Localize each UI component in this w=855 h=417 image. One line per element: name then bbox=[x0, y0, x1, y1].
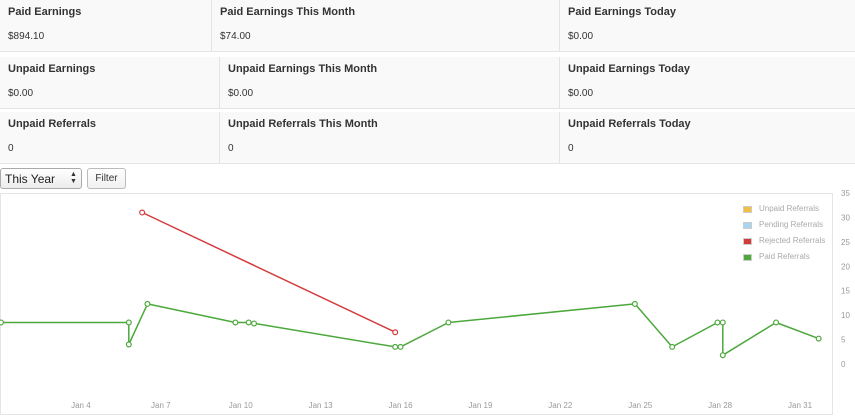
stat-label: Unpaid Earnings Today bbox=[568, 63, 691, 75]
x-tick-label: Jan 22 bbox=[548, 401, 573, 410]
y-tick-label: 35 bbox=[841, 189, 850, 198]
data-point bbox=[232, 319, 239, 326]
stats-cell: Unpaid Referrals 0 bbox=[0, 112, 211, 163]
data-point bbox=[397, 343, 404, 350]
legend-swatch bbox=[743, 222, 752, 229]
data-point bbox=[714, 319, 721, 326]
y-tick-label: 25 bbox=[841, 238, 850, 247]
y-tick-label: 5 bbox=[841, 336, 846, 345]
series-line bbox=[141, 211, 396, 333]
stat-label: Unpaid Referrals This Month bbox=[228, 118, 378, 130]
data-point bbox=[631, 300, 638, 307]
data-point bbox=[0, 319, 4, 326]
y-tick-label: 15 bbox=[841, 287, 850, 296]
stat-value: $894.10 bbox=[8, 31, 45, 42]
legend-label: Paid Referrals bbox=[759, 252, 810, 261]
stat-value: 0 bbox=[8, 143, 14, 154]
filter-button[interactable]: Filter bbox=[87, 168, 126, 189]
x-tick-label: Jan 28 bbox=[708, 401, 733, 410]
y-tick-label: 30 bbox=[841, 213, 850, 222]
x-tick-label: Jan 31 bbox=[788, 401, 813, 410]
legend-label: Rejected Referrals bbox=[759, 236, 826, 245]
series-line bbox=[1, 303, 819, 356]
stats-cell: Unpaid Referrals This Month 0 bbox=[219, 112, 559, 163]
data-point bbox=[125, 319, 132, 326]
referrals-chart: 0 5 10 15 20 25 30 35 Jan 4 Jan 7 Jan 10 Jan 13 Jan … bbox=[0, 189, 855, 417]
y-tick-label: 10 bbox=[841, 311, 850, 320]
legend-label: Unpaid Referrals bbox=[759, 204, 820, 213]
data-point bbox=[669, 343, 676, 350]
stat-value: $0.00 bbox=[228, 88, 254, 99]
stat-label: Paid Earnings bbox=[8, 6, 82, 18]
stat-value: 0 bbox=[228, 143, 234, 154]
stats-row: Unpaid Referrals 0 Unpaid Referrals This M… bbox=[0, 112, 855, 164]
legend-swatch bbox=[743, 238, 752, 245]
stats-cell: Unpaid Earnings This Month $0.00 bbox=[219, 57, 559, 108]
legend-swatch bbox=[743, 254, 752, 261]
data-point bbox=[144, 300, 151, 307]
stats-cell: Unpaid Earnings Today $0.00 bbox=[559, 57, 855, 108]
chart-plot-area bbox=[0, 193, 833, 415]
stats-cell: Unpaid Earnings $0.00 bbox=[0, 57, 211, 108]
stat-value: $0.00 bbox=[568, 88, 594, 99]
data-point bbox=[815, 335, 822, 342]
data-point bbox=[139, 209, 146, 216]
chart-svg: 0 5 10 15 20 25 30 35 Jan 4 Jan 7 Jan 10 Jan 13 Jan … bbox=[0, 189, 850, 410]
stats-row: Paid Earnings $894.10 Paid Earnings This M… bbox=[0, 0, 855, 52]
x-tick-label: Jan 25 bbox=[628, 401, 653, 410]
x-tick-label: Jan 13 bbox=[309, 401, 334, 410]
stat-label: Unpaid Earnings This Month bbox=[228, 63, 378, 75]
x-tick-label: Jan 10 bbox=[229, 401, 254, 410]
select-arrows-icon: ▲ ▼ bbox=[70, 171, 77, 185]
stat-label: Paid Earnings Today bbox=[568, 6, 676, 18]
stat-label: Paid Earnings This Month bbox=[220, 6, 356, 18]
y-tick-label: 0 bbox=[841, 360, 846, 369]
x-tick-label: Jan 7 bbox=[151, 401, 171, 410]
legend-label: Pending Referrals bbox=[759, 220, 824, 229]
data-point bbox=[392, 343, 399, 350]
x-tick-label: Jan 4 bbox=[71, 401, 91, 410]
data-point bbox=[125, 341, 132, 348]
legend-swatch bbox=[743, 206, 752, 213]
stats-cell: Paid Earnings $894.10 bbox=[0, 0, 211, 51]
stat-value: 0 bbox=[568, 143, 574, 154]
data-point bbox=[773, 319, 780, 326]
stat-label: Unpaid Referrals bbox=[8, 118, 97, 130]
stat-value: $0.00 bbox=[568, 31, 594, 42]
stat-value: $74.00 bbox=[220, 31, 251, 42]
data-point bbox=[392, 329, 399, 336]
x-tick-label: Jan 19 bbox=[468, 401, 493, 410]
data-point bbox=[245, 319, 252, 326]
stats-row: Unpaid Earnings $0.00 Unpaid Earnings This… bbox=[0, 57, 855, 109]
period-select-value: This Year bbox=[5, 172, 56, 186]
data-point bbox=[251, 320, 258, 327]
y-tick-label: 20 bbox=[841, 262, 850, 271]
stats-cell: Paid Earnings This Month $74.00 bbox=[211, 0, 559, 51]
x-tick-label: Jan 16 bbox=[389, 401, 414, 410]
stats-cell: Unpaid Referrals Today 0 bbox=[559, 112, 855, 163]
data-point bbox=[719, 319, 726, 326]
stats-cell: Paid Earnings Today $0.00 bbox=[559, 0, 855, 51]
data-point bbox=[719, 352, 726, 359]
stat-value: $0.00 bbox=[8, 88, 34, 99]
period-select[interactable]: This Year ▲ ▼ bbox=[0, 168, 82, 189]
stat-label: Unpaid Referrals Today bbox=[568, 118, 691, 130]
data-point bbox=[445, 319, 452, 326]
stat-label: Unpaid Earnings bbox=[8, 63, 96, 75]
